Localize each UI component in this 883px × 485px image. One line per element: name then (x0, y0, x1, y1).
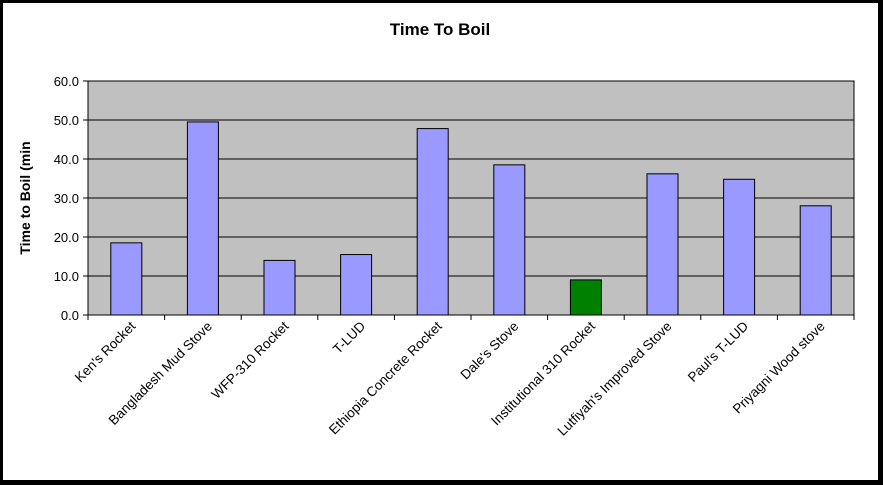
x-category-label: WFP-310 Rocket (208, 318, 291, 401)
x-category-label: Paul's T-LUD (685, 318, 752, 385)
chart-title: Time To Boil (390, 20, 490, 39)
bar (493, 164, 526, 316)
y-tick-label: 30.0 (54, 191, 79, 206)
y-tick-label: 40.0 (54, 152, 79, 167)
bar (799, 205, 832, 316)
y-tick-label: 50.0 (54, 113, 79, 128)
bar (723, 178, 756, 316)
x-category-label: Dale's Stove (458, 319, 522, 383)
bar (646, 173, 679, 316)
bar (263, 259, 296, 316)
x-category-label: Ken's Rocket (72, 318, 139, 385)
chart-frame: Time To Boil Time to Boil (min 0.0 10.0 20… (3, 3, 878, 480)
bar (340, 254, 373, 316)
y-tick-label: 20.0 (54, 230, 79, 245)
y-tick-label: 10.0 (54, 269, 79, 284)
bar (416, 128, 449, 316)
bar (569, 279, 602, 316)
y-tick-label: 60.0 (54, 74, 79, 89)
y-axis-label: Time to Boil (min (17, 141, 33, 254)
y-tick-label: 0.0 (61, 308, 79, 323)
bar (186, 121, 219, 316)
chart-svg: Time To Boil Time to Boil (min 0.0 10.0 20… (17, 20, 855, 439)
bar (110, 242, 143, 316)
x-category-label: T-LUD (330, 318, 368, 356)
